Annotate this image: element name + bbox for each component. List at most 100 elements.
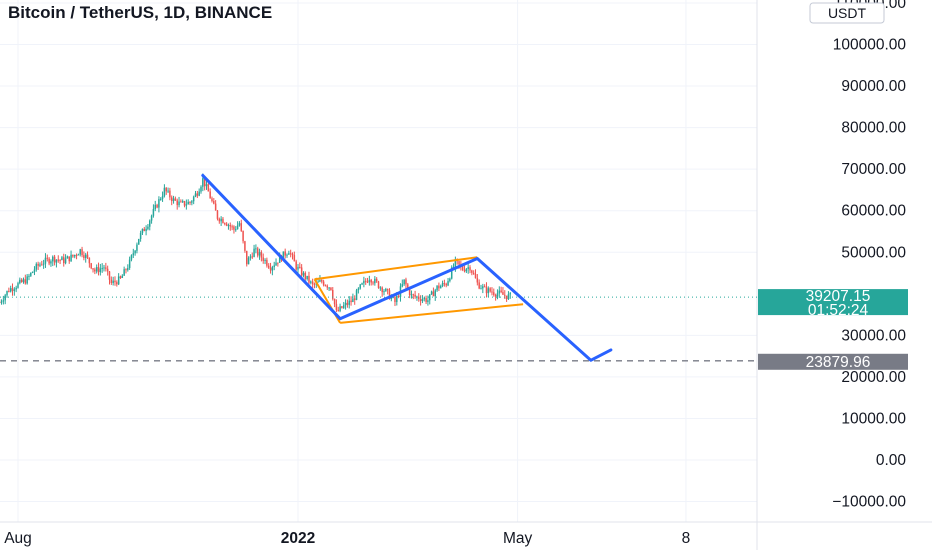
candle-body — [450, 267, 453, 279]
candle-body — [227, 225, 230, 227]
candle-body — [2, 300, 5, 302]
candle-body — [86, 254, 89, 258]
x-tick-label: Aug — [4, 530, 32, 547]
candle-body — [410, 294, 413, 296]
candle-body — [289, 253, 292, 255]
candle-body — [150, 215, 153, 221]
countdown-timer: 01:52:24 — [808, 302, 869, 319]
candle-body — [432, 291, 435, 297]
candle-body — [330, 287, 332, 290]
last-price-value: 39207.15 — [806, 288, 871, 305]
candle-body — [68, 256, 70, 262]
candle-body — [321, 280, 323, 282]
candle-body — [364, 280, 367, 282]
candle-body — [397, 295, 400, 297]
candle-body — [430, 291, 433, 295]
candle-body — [293, 255, 296, 262]
candle-body — [407, 284, 409, 289]
horizontal-line-badge: 23879.96 — [758, 353, 908, 371]
candle-body — [405, 279, 407, 285]
candle-body — [335, 304, 338, 310]
candle-body — [156, 204, 158, 208]
candle-body — [75, 254, 78, 256]
candle-body — [108, 271, 111, 280]
candle-body — [375, 278, 378, 282]
candle-body — [236, 225, 239, 230]
candle-body — [158, 199, 160, 208]
candle-body — [277, 262, 279, 264]
currency-label: USDT — [828, 5, 867, 21]
price-axis[interactable]: 110000.00100000.0090000.0080000.0070000.… — [832, 0, 906, 511]
candle-body — [394, 296, 396, 303]
candle-body — [434, 290, 436, 297]
candle-body — [361, 283, 363, 285]
candle-body — [328, 287, 330, 289]
candle-body — [198, 191, 200, 196]
candle-body — [463, 269, 466, 272]
candle-body — [112, 280, 114, 284]
currency-button[interactable] — [809, 2, 885, 24]
candle-body — [379, 287, 382, 289]
candle-body — [88, 257, 91, 264]
candle-body — [9, 288, 12, 292]
candle-body — [154, 204, 156, 210]
candle-body — [264, 259, 266, 261]
candle-body — [363, 280, 365, 284]
candle-body — [64, 258, 67, 264]
candle-body — [267, 265, 270, 268]
x-tick-label: May — [503, 530, 533, 547]
candle-body — [284, 251, 286, 256]
candle-body — [429, 294, 431, 301]
candle-body — [99, 268, 102, 273]
candle-body — [504, 294, 506, 296]
candle-body — [194, 193, 197, 197]
candle-body — [202, 178, 204, 187]
candle-body — [191, 201, 193, 203]
candle-body — [474, 273, 477, 279]
candle-body — [366, 281, 369, 283]
candle-body — [132, 253, 135, 256]
candle-body — [372, 282, 374, 284]
candle-body — [414, 294, 416, 297]
candle-body — [502, 292, 504, 295]
time-axis[interactable]: Aug 2022 May 8 — [4, 530, 690, 547]
candle-body — [159, 198, 162, 200]
candle-body — [300, 267, 303, 276]
candle-body — [465, 268, 468, 272]
candle-body — [337, 309, 339, 311]
candle-body — [79, 249, 81, 255]
candle-body — [66, 256, 69, 259]
candle-body — [6, 290, 8, 296]
candle-body — [275, 262, 277, 266]
candle-body — [114, 280, 116, 283]
candle-body — [214, 203, 217, 211]
candle-body — [443, 283, 446, 285]
candle-body — [50, 261, 52, 264]
candle-body — [185, 204, 188, 206]
candle-body — [368, 279, 371, 283]
candle-body — [106, 268, 109, 272]
candle-body — [128, 259, 131, 268]
candle-body — [383, 291, 385, 293]
candle-body — [412, 294, 415, 296]
drawings[interactable] — [201, 173, 613, 362]
y-tick-label: 50000.00 — [841, 244, 906, 261]
channel-lower-line — [339, 303, 524, 324]
candle-body — [94, 269, 96, 272]
candle-body — [90, 263, 92, 269]
candle-body — [485, 286, 488, 294]
candle-body — [385, 288, 387, 292]
y-tick-label: 20000.00 — [841, 369, 906, 386]
candle-body — [207, 184, 210, 192]
candle-body — [454, 258, 457, 267]
candle-body — [165, 187, 167, 192]
candle-body — [388, 290, 391, 300]
candle-body — [471, 270, 473, 273]
candle-body — [342, 305, 345, 308]
candle-body — [240, 223, 243, 231]
candle-body — [496, 293, 499, 297]
candle-body — [139, 232, 142, 239]
candle-body — [242, 230, 244, 242]
